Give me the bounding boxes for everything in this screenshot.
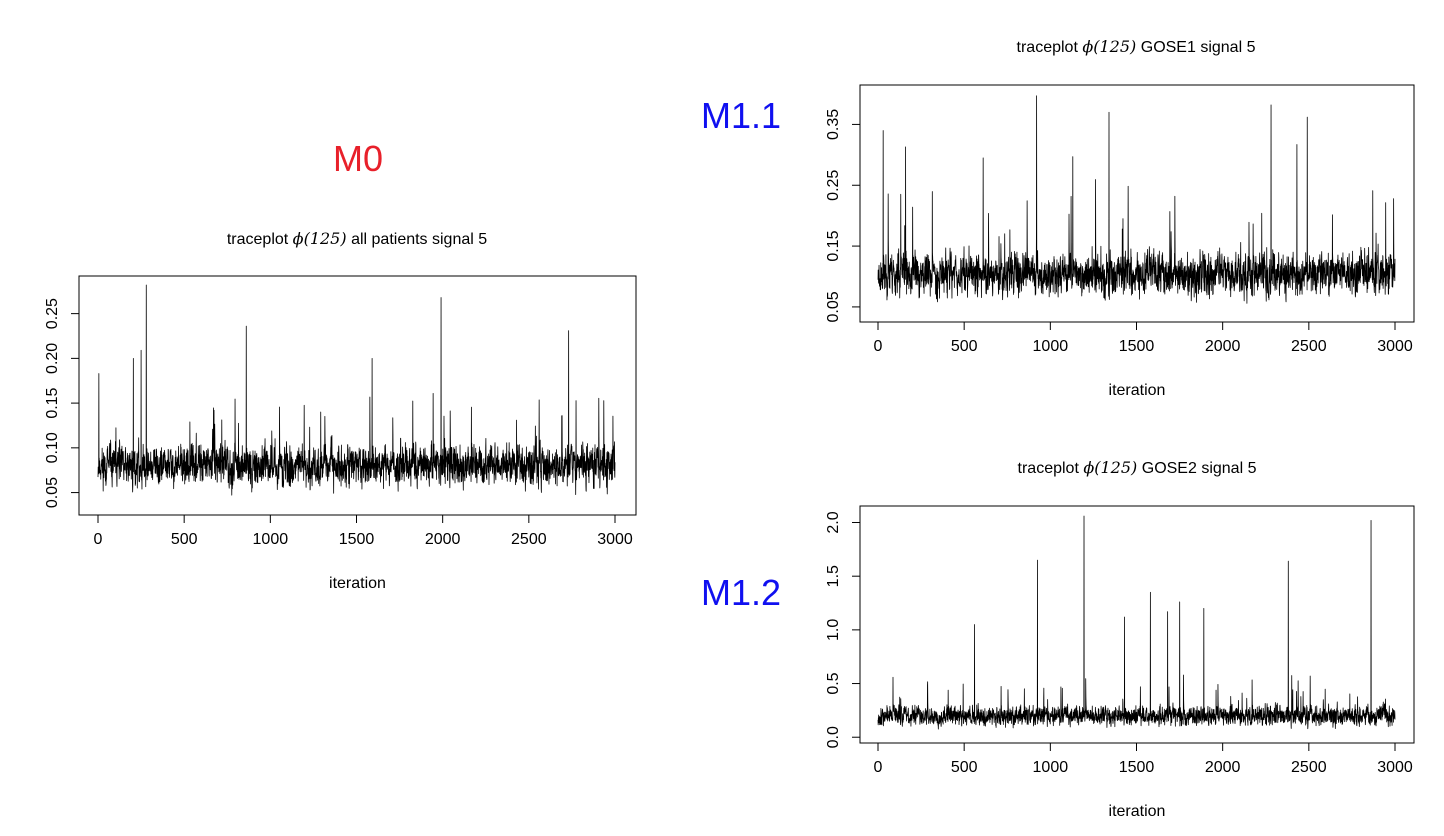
- y-tick-label: 0.0: [825, 726, 842, 748]
- x-tick-label: 1000: [1033, 759, 1069, 776]
- trace-line: [97, 284, 616, 496]
- trace-line: [877, 515, 1396, 730]
- x-tick-label: 500: [951, 338, 978, 355]
- model-label-m1-2: M1.2: [701, 572, 782, 613]
- model-label-m1-1: M1.1: [701, 95, 782, 136]
- chart-title-prefix: traceplot: [1016, 39, 1078, 56]
- x-axis-label: iteration: [1109, 382, 1166, 399]
- x-tick-label: 2500: [1291, 759, 1327, 776]
- plot-frame: [78, 275, 637, 516]
- chart-title-symbol: ϕ(125): [1082, 37, 1137, 56]
- x-tick-label: 1000: [253, 531, 289, 548]
- y-axis: 0.0 0.5 1.0 1.5 2.0: [825, 511, 861, 748]
- x-tick-label: 2500: [1291, 338, 1327, 355]
- chart-title-prefix: traceplot: [226, 231, 289, 248]
- chart-gose2: 0 500 1000 1500 2000 2500 3000 iteration 0.0 0.5 1…: [825, 505, 1415, 820]
- chart-title-prefix: traceplot: [1017, 460, 1079, 477]
- y-tick-label: 2.0: [825, 511, 842, 533]
- x-axis-label: iteration: [1109, 803, 1166, 820]
- x-tick-label: 2000: [1205, 338, 1241, 355]
- x-tick-label: 1000: [1033, 338, 1069, 355]
- chart-title-suffix: GOSE1 signal 5: [1140, 39, 1256, 56]
- chart-title-m0: traceplot ϕ(125) all patients signal 5: [227, 229, 487, 249]
- chart-title-gose2: traceplot ϕ(125) GOSE2 signal 5: [1018, 458, 1257, 478]
- x-tick-label: 1500: [1119, 338, 1155, 355]
- x-tick-label: 500: [171, 531, 198, 548]
- y-tick-label: 0.15: [825, 230, 842, 261]
- x-tick-label: 2000: [1205, 759, 1241, 776]
- x-tick-label: 1500: [1119, 759, 1155, 776]
- x-tick-label: 500: [951, 759, 978, 776]
- x-tick-label: 0: [94, 531, 103, 548]
- x-axis: 0 500 1000 1500 2000 2500 3000 iteration: [94, 514, 633, 592]
- y-tick-label: 0.10: [44, 432, 61, 463]
- x-axis: 0 500 1000 1500 2000 2500 3000 iteration: [874, 742, 1413, 820]
- y-tick-label: 0.25: [44, 298, 61, 329]
- plot-frame: [859, 505, 1415, 744]
- x-tick-label: 2500: [511, 531, 547, 548]
- y-axis: 0.05 0.15 0.25 0.35: [825, 109, 861, 322]
- chart-gose1: 0 500 1000 1500 2000 2500 3000 iteration 0.05 0.1…: [825, 84, 1415, 399]
- y-tick-label: 0.25: [825, 170, 842, 201]
- chart-title-gose1: traceplot ϕ(125) GOSE1 signal 5: [1017, 37, 1256, 57]
- x-tick-label: 3000: [1377, 759, 1413, 776]
- x-tick-label: 3000: [597, 531, 633, 548]
- y-tick-label: 1.0: [825, 619, 842, 641]
- chart-title-symbol: ϕ(125): [292, 229, 347, 248]
- chart-title-suffix: GOSE2 signal 5: [1141, 460, 1257, 477]
- chart-m0: 0 500 1000 1500 2000 2500 3000 iteration 0.05 0.1…: [44, 275, 637, 592]
- y-tick-label: 0.05: [825, 291, 842, 322]
- x-tick-label: 2000: [425, 531, 461, 548]
- chart-title-symbol: ϕ(125): [1083, 458, 1138, 477]
- y-axis: 0.05 0.10 0.15 0.20 0.25: [44, 298, 80, 508]
- y-tick-label: 0.05: [44, 477, 61, 508]
- plot-frame: [859, 84, 1415, 323]
- x-tick-label: 3000: [1377, 338, 1413, 355]
- x-axis-label: iteration: [329, 575, 386, 592]
- y-tick-label: 0.35: [825, 109, 842, 140]
- chart-title-suffix: all patients signal 5: [351, 231, 488, 248]
- x-tick-label: 0: [874, 759, 883, 776]
- x-tick-label: 0: [874, 338, 883, 355]
- y-tick-label: 0.20: [44, 343, 61, 374]
- x-axis: 0 500 1000 1500 2000 2500 3000 iteration: [874, 321, 1413, 399]
- y-tick-label: 1.5: [825, 565, 842, 587]
- model-label-m0: M0: [333, 138, 384, 179]
- y-tick-label: 0.5: [825, 672, 842, 694]
- trace-line: [877, 95, 1396, 304]
- y-tick-label: 0.15: [44, 387, 61, 418]
- x-tick-label: 1500: [339, 531, 375, 548]
